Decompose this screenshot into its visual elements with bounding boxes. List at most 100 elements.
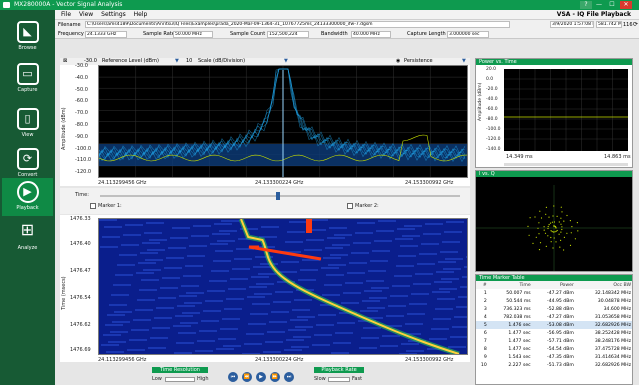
power-vs-time-y-tick: -100.0	[486, 127, 501, 132]
time-resolution-slider[interactable]	[165, 377, 195, 382]
sidebar-item-label: View	[21, 132, 34, 138]
waterfall-x-tick: 24.153300992 GHz	[405, 357, 454, 363]
time-resolution-high-label: High	[197, 376, 209, 382]
capture-length-label: Capture Length	[407, 31, 446, 37]
power-vs-time-plot[interactable]	[504, 69, 628, 151]
spectrum-y-tick: -50.0	[75, 86, 88, 93]
time-slider[interactable]	[100, 195, 460, 197]
help-icon[interactable]: ?	[580, 1, 592, 9]
persistence-label: Persistence	[404, 58, 433, 64]
frequency-label: Frequency	[58, 31, 84, 37]
time-slider-thumb[interactable]	[276, 192, 280, 200]
column-header[interactable]: Time	[487, 281, 532, 289]
column-header[interactable]: Power	[531, 281, 575, 289]
sample-rate-field[interactable]: 50.000 MHz	[173, 31, 213, 38]
table-cell: -44.95 dBm	[547, 298, 574, 304]
sidebar-item-playback[interactable]: ▶ Playback	[2, 178, 53, 216]
minimize-button[interactable]: —	[596, 1, 602, 8]
iq-constellation[interactable]	[476, 177, 632, 271]
table-cell: 5	[476, 321, 488, 329]
spectrum-y-tick: -120.0	[75, 169, 92, 176]
time-marker-table-title: Time Marker Table	[476, 275, 632, 281]
spectrum-x-tick: 24.153300992 GHz	[405, 180, 454, 186]
waterfall-x-tick: 24.133300224 GHz	[255, 357, 304, 363]
menu-file[interactable]: File	[61, 11, 72, 18]
table-row[interactable]: 9 1.543 sec -47.35 dBm 31.414634 MHz	[476, 353, 632, 361]
table-cell: 9	[483, 354, 487, 360]
table-row[interactable]: 2 50.544 ms -44.95 dBm 30.04878 MHz	[476, 297, 632, 305]
capture-length-field[interactable]: 3.000000 sec	[447, 31, 489, 38]
table-cell: -47.35 dBm	[547, 354, 574, 360]
refresh-icon[interactable]: ⟳	[633, 21, 639, 28]
marker1-checkbox[interactable]	[90, 203, 96, 209]
sidebar-item-view[interactable]: ▯ View	[2, 105, 53, 143]
power-vs-time-scrollbar[interactable]	[504, 163, 628, 166]
menu-bar: File View Settings Help VSA - IQ File Pl…	[55, 10, 639, 20]
skip-start-button[interactable]: ⏮	[228, 372, 238, 382]
scale-dropdown-icon[interactable]: ▼	[284, 58, 288, 64]
title-bar: MX280000A - Vector Signal Analysis ? — ☐…	[0, 0, 639, 10]
sidebar-item-browse[interactable]: ◣ Browse	[2, 18, 53, 56]
spectrum-y-tick: -60.0	[75, 98, 88, 105]
waterfall-plot[interactable]	[98, 218, 484, 357]
table-row[interactable]: 6 1.477 sec -56.95 dBm 38.252428 MHz	[476, 329, 632, 337]
scale-value[interactable]: 10	[186, 58, 193, 64]
sample-count-field[interactable]: 152,500,224	[267, 31, 309, 38]
waterfall-y-tick: 1476.54	[70, 295, 91, 301]
sidebar-item-label: Capture	[17, 87, 38, 93]
persistence-icon[interactable]: ◉	[396, 58, 401, 64]
persistence-dropdown-icon[interactable]: ▼	[462, 58, 466, 64]
spectrum-y-tick: -110.0	[75, 157, 92, 164]
scale-label: Scale (dB/Division)	[198, 58, 246, 64]
time-marker-table-panel: Time Marker Table # Time Power Occ BW 1 5…	[475, 274, 633, 385]
table-cell: 37.475728 MHz	[594, 346, 631, 352]
table-cell: -56.95 dBm	[547, 330, 574, 336]
play-button[interactable]: ▶	[256, 372, 266, 382]
frequency-field[interactable]: 24.1333 GHz	[85, 31, 127, 38]
waterfall-y-axis-label: Time (msecs)	[61, 276, 67, 310]
table-row[interactable]: 5 1.476 sec -53.08 dBm 32.682926 MHz	[476, 321, 632, 329]
column-header[interactable]: #	[476, 281, 488, 289]
sidebar-item-capture[interactable]: ▭ Capture	[2, 60, 53, 98]
skip-end-button[interactable]: ⏭	[284, 372, 294, 382]
table-cell: 31.053658 MHz	[594, 314, 631, 320]
table-cell: 8	[483, 346, 487, 352]
rewind-button[interactable]: ⏪	[242, 372, 252, 382]
power-vs-time-y-tick: -40.0	[486, 97, 498, 102]
iq-panel: I vs. Q	[475, 170, 633, 272]
fast-forward-button[interactable]: ⏩	[270, 372, 280, 382]
table-row[interactable]: 4 782.038 ms -47.27 dBm 31.053658 MHz	[476, 313, 632, 321]
ref-level-dropdown-icon[interactable]: ▼	[175, 58, 179, 64]
column-header[interactable]: Occ BW	[574, 281, 632, 289]
menu-help[interactable]: Help	[133, 11, 148, 18]
menu-settings[interactable]: Settings	[101, 11, 126, 18]
power-vs-time-x-tick: 14.863 ms	[604, 154, 631, 160]
playback-rate-slider[interactable]	[328, 377, 350, 382]
ref-level-value[interactable]: -30.0	[84, 58, 97, 64]
marker2-checkbox[interactable]	[347, 203, 353, 209]
bandwidth-field[interactable]: 40.000 MHz	[351, 31, 391, 38]
table-cell: -52.88 dBm	[547, 306, 574, 312]
table-cell: 50.544 ms	[506, 298, 531, 304]
iq-title: I vs. Q	[476, 171, 632, 177]
zoom-icon[interactable]: ⊠	[63, 58, 68, 64]
table-cell: 32.148342 MHz	[594, 290, 631, 296]
table-row[interactable]: 1 50.007 ms -47.27 dBm 32.148342 MHz	[476, 289, 632, 297]
power-vs-time-y-tick: -60.0	[486, 107, 498, 112]
table-row[interactable]: 7 1.477 sec -57.71 dBm 38.248176 MHz	[476, 337, 632, 345]
close-button[interactable]: ✕	[620, 1, 632, 9]
sidebar-item-convert[interactable]: ⟳ Convert	[2, 145, 53, 183]
sidebar-item-analyze[interactable]: ⊞ Analyze	[2, 218, 53, 256]
table-cell: 1.477 sec	[508, 330, 531, 336]
params-bar: Frequency 24.1333 GHz Sample Rate 50.000…	[55, 30, 639, 39]
table-row[interactable]: 8 1.477 sec -54.54 dBm 37.475728 MHz	[476, 345, 632, 353]
filename-field[interactable]: C:\Users\ams4189\Documents\Anritsu\IQ Fi…	[85, 21, 510, 28]
table-row[interactable]: 3 736.323 ms -52.88 dBm 34.600 MHz	[476, 305, 632, 313]
table-cell: 7	[483, 338, 487, 344]
spectrum-plot[interactable]	[98, 65, 468, 178]
spectrum-x-tick: 24.133300224 GHz	[255, 180, 304, 186]
maximize-button[interactable]: ☐	[609, 1, 615, 8]
table-row[interactable]: 10 2.227 sec -51.73 dBm 32.682926 MHz	[476, 361, 632, 369]
menu-view[interactable]: View	[78, 11, 94, 18]
spectrum-y-tick: -30.0	[75, 63, 88, 69]
